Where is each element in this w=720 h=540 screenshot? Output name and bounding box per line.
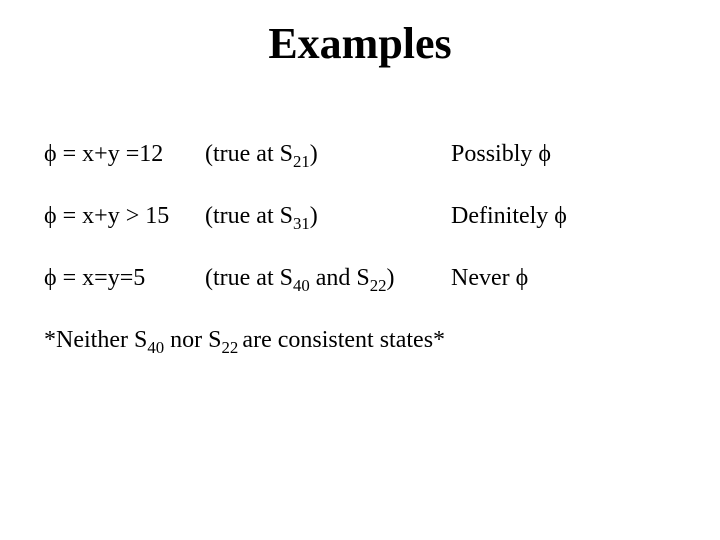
cond-subscript: 31 [293,214,310,233]
condition: (true at S31) [205,202,445,234]
footnote-part: *Neither S [44,327,147,353]
condition: (true at S21) [205,140,445,172]
slide: Examples ϕ = x+y =12 (true at S21) Possi… [0,0,720,540]
content-area: ϕ = x+y =12 (true at S21) Possibly ϕ ϕ =… [44,140,567,358]
footnote-subscript: 22 [221,338,242,357]
footnote-subscript: 40 [147,338,164,357]
cond-suffix: ) [310,141,318,167]
result: Never ϕ [451,264,528,293]
condition: (true at S40 and S22) [205,264,445,296]
cond-subscript: 40 [293,276,310,295]
cond-subscript-2: 22 [370,276,387,295]
result: Possibly ϕ [451,140,551,169]
example-row: ϕ = x=y=5 (true at S40 and S22) Never ϕ [44,264,567,296]
footnote: *Neither S40 nor S22 are consistent stat… [44,326,567,358]
result: Definitely ϕ [451,202,567,231]
expression: ϕ = x+y > 15 [44,202,199,231]
slide-title: Examples [0,0,720,69]
cond-subscript: 21 [293,152,310,171]
expression: ϕ = x=y=5 [44,264,199,293]
cond-text: (true at S [205,203,293,229]
cond-text: (true at S [205,141,293,167]
expression: ϕ = x+y =12 [44,140,199,169]
footnote-part: nor S [164,327,221,353]
cond-text: (true at S [205,265,293,291]
cond-suffix: ) [387,265,395,291]
footnote-part: are consistent states* [242,327,445,353]
example-row: ϕ = x+y =12 (true at S21) Possibly ϕ [44,140,567,172]
example-row: ϕ = x+y > 15 (true at S31) Definitely ϕ [44,202,567,234]
cond-suffix: ) [310,203,318,229]
cond-mid: and S [310,265,370,291]
